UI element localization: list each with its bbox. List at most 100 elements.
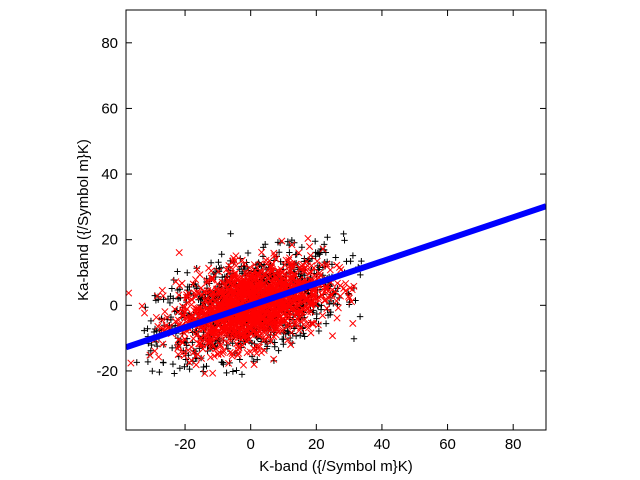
red-cross-point	[289, 273, 297, 281]
black-plus-point	[174, 286, 182, 294]
black-plus-point	[207, 259, 215, 266]
red-cross-point	[235, 344, 243, 352]
red-cross-point	[307, 301, 315, 309]
black-plus-point	[315, 320, 322, 328]
red-cross-point	[262, 307, 270, 315]
red-cross-point	[203, 276, 211, 285]
red-cross-point	[261, 335, 269, 343]
red-cross-point	[197, 335, 205, 343]
red-cross-point	[328, 332, 337, 340]
red-cross-point	[201, 369, 209, 378]
black-plus-point	[311, 238, 319, 245]
axis-ticks	[126, 10, 546, 430]
red-cross-point	[307, 252, 315, 260]
red-cross-point	[229, 316, 237, 324]
red-cross-point	[324, 287, 332, 295]
red-cross-point	[206, 344, 214, 352]
red-cross-point	[258, 248, 266, 256]
red-cross-point	[239, 341, 247, 349]
red-cross-point	[292, 320, 300, 328]
black-plus-point	[199, 294, 206, 301]
red-cross-point	[272, 319, 280, 327]
black-plus-point	[275, 347, 282, 354]
red-cross-point	[192, 293, 200, 301]
red-cross-point	[138, 302, 146, 310]
red-cross-point	[217, 350, 225, 358]
red-cross-point	[283, 312, 292, 320]
red-cross-point	[238, 256, 246, 264]
black-plus-point	[229, 339, 236, 347]
red-cross-point	[285, 256, 293, 264]
red-cross-point	[310, 272, 319, 280]
red-cross-point	[193, 265, 201, 273]
red-cross-point	[161, 308, 169, 316]
black-plus-point	[324, 234, 331, 241]
red-cross-point	[323, 262, 331, 270]
black-plus-point	[238, 263, 245, 270]
red-cross-point	[140, 309, 149, 317]
red-cross-point	[313, 257, 321, 265]
red-cross-point	[288, 241, 296, 249]
red-cross-point	[284, 322, 292, 331]
red-cross-point	[332, 297, 341, 305]
red-cross-point	[256, 271, 264, 279]
black-plus-point	[297, 332, 304, 339]
black-plus-point	[183, 342, 190, 349]
red-cross-point	[203, 279, 211, 287]
red-cross-point	[224, 298, 232, 306]
black-plus-point	[350, 335, 358, 342]
red-cross-point	[211, 297, 219, 305]
black-plus-point	[168, 344, 176, 352]
red-cross-point	[217, 303, 225, 311]
red-cross-point	[287, 280, 295, 288]
red-cross-point	[345, 294, 353, 302]
black-plus-point	[340, 230, 347, 238]
red-cross-point	[250, 261, 258, 269]
red-cross-point	[158, 316, 166, 324]
red-cross-point	[333, 314, 341, 322]
red-cross-point	[189, 348, 197, 357]
red-cross-point	[318, 261, 326, 269]
red-cross-point	[175, 281, 184, 290]
black-plus-point	[133, 359, 140, 366]
red-cross-point	[217, 342, 225, 350]
red-cross-point	[271, 252, 279, 260]
red-cross-point	[297, 323, 305, 331]
red-cross-point	[263, 260, 271, 268]
black-plus-point	[186, 365, 193, 373]
red-cross-point	[319, 245, 327, 253]
red-cross-point	[285, 254, 294, 262]
red-cross-point	[197, 354, 206, 362]
red-cross-point	[262, 331, 270, 339]
red-cross-point	[209, 369, 217, 377]
red-cross-point	[252, 316, 260, 324]
red-cross-point	[256, 279, 264, 287]
red-cross-point	[216, 301, 224, 309]
red-cross-point	[244, 276, 252, 284]
red-cross-point	[243, 331, 251, 339]
black-plus-point	[171, 370, 178, 377]
data-points	[126, 230, 365, 378]
red-cross-point	[325, 294, 333, 302]
red-cross-point	[348, 286, 356, 294]
red-cross-point	[187, 295, 196, 303]
black-plus-point	[215, 259, 222, 266]
black-plus-point	[149, 367, 156, 375]
red-cross-point	[233, 289, 241, 297]
red-cross-point	[239, 361, 248, 369]
red-cross-point	[259, 321, 267, 329]
red-cross-point	[215, 327, 223, 335]
red-cross-point	[171, 305, 179, 313]
red-cross-point	[259, 289, 267, 297]
red-cross-point	[304, 308, 312, 316]
red-cross-point	[347, 298, 356, 306]
red-cross-point	[197, 284, 205, 292]
red-cross-point	[253, 349, 261, 357]
red-cross-point	[155, 353, 163, 361]
black-plus-point	[298, 244, 306, 251]
red-cross-point	[189, 280, 197, 288]
red-cross-point	[233, 340, 241, 348]
red-cross-point	[286, 262, 295, 270]
black-plus-point	[284, 238, 292, 245]
black-plus-point	[312, 253, 319, 260]
